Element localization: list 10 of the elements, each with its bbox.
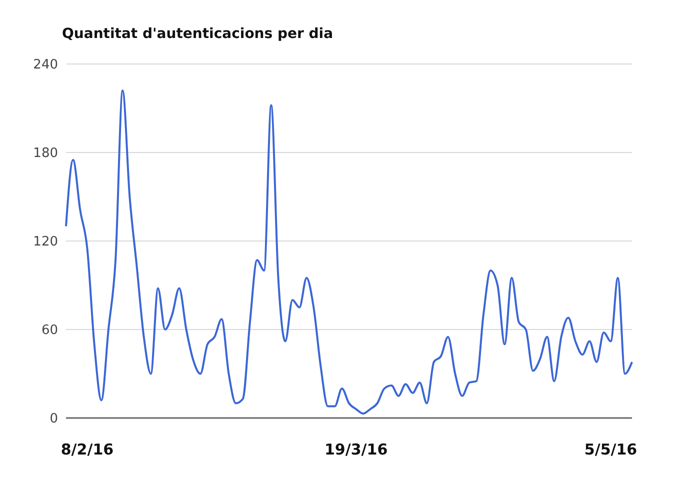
x-tick-label: 5/5/16 <box>584 440 638 459</box>
y-tick-label: 180 <box>33 146 58 162</box>
x-tick-label: 19/3/16 <box>324 440 388 459</box>
chart-title: Quantitat d'autenticacions per dia <box>62 26 334 42</box>
x-tick-label: 8/2/16 <box>60 440 114 459</box>
line-series <box>65 90 633 415</box>
y-tick-label: 0 <box>50 412 58 427</box>
y-tick-label: 60 <box>41 323 58 338</box>
y-tick-label: 240 <box>33 58 58 73</box>
y-tick-label: 120 <box>33 234 58 250</box>
